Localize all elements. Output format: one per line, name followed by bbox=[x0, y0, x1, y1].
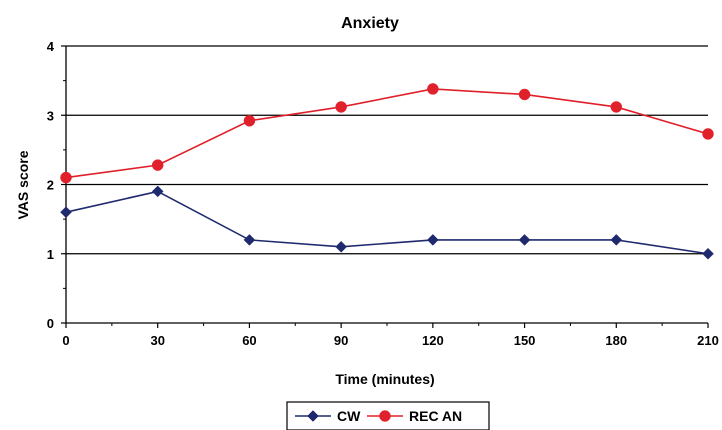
data-point-rec-an bbox=[610, 101, 623, 113]
data-point-rec-an bbox=[702, 128, 714, 140]
series-layer bbox=[60, 83, 714, 260]
tick-labels: 0 1 2 3 4 0 30 60 90 120 150 180 210 bbox=[47, 39, 719, 348]
y-tick-label: 2 bbox=[47, 178, 54, 193]
x-tick-label: 180 bbox=[605, 333, 627, 348]
x-tick-label: 90 bbox=[334, 333, 348, 348]
y-tick-label: 0 bbox=[47, 316, 54, 331]
legend-marker-rec-an bbox=[379, 410, 391, 422]
data-point-cw bbox=[518, 234, 531, 246]
x-tick-label: 0 bbox=[62, 333, 69, 348]
chart-title: Anxiety bbox=[341, 15, 399, 32]
legend-marker-cw bbox=[307, 410, 319, 422]
series-line-cw bbox=[65, 190, 709, 255]
x-tick-label: 120 bbox=[422, 333, 444, 348]
x-tick-label: 60 bbox=[242, 333, 256, 348]
x-tick-label: 210 bbox=[697, 333, 719, 348]
y-axis-title: VAS score bbox=[15, 150, 31, 219]
data-point-cw bbox=[243, 234, 256, 246]
data-point-cw bbox=[151, 185, 164, 198]
data-point-rec-an bbox=[518, 88, 531, 101]
data-point-rec-an bbox=[243, 115, 256, 127]
data-point-cw bbox=[702, 247, 714, 260]
data-point-rec-an bbox=[427, 83, 439, 95]
legend-label-cw: CW bbox=[337, 408, 361, 424]
x-axis-title: Time (minutes) bbox=[335, 371, 434, 387]
x-tick-label: 30 bbox=[150, 333, 164, 348]
data-point-rec-an bbox=[60, 171, 72, 184]
data-point-cw bbox=[610, 234, 623, 246]
y-tick-label: 1 bbox=[47, 247, 54, 262]
y-tick-label: 4 bbox=[47, 39, 55, 54]
y-tick-label: 3 bbox=[47, 108, 54, 123]
series-rec-an bbox=[60, 83, 714, 184]
legend: CW REC AN bbox=[286, 401, 490, 430]
data-point-cw bbox=[60, 206, 72, 219]
legend-label-rec-an: REC AN bbox=[409, 408, 462, 424]
series-line-rec-an bbox=[65, 88, 709, 179]
data-point-rec-an bbox=[335, 101, 347, 113]
data-point-cw bbox=[335, 240, 347, 253]
data-point-rec-an bbox=[151, 159, 164, 171]
axes bbox=[61, 45, 709, 328]
gridlines bbox=[66, 45, 708, 255]
x-tick-label: 150 bbox=[514, 333, 536, 348]
data-point-cw bbox=[427, 234, 439, 246]
series-cw bbox=[60, 185, 714, 260]
